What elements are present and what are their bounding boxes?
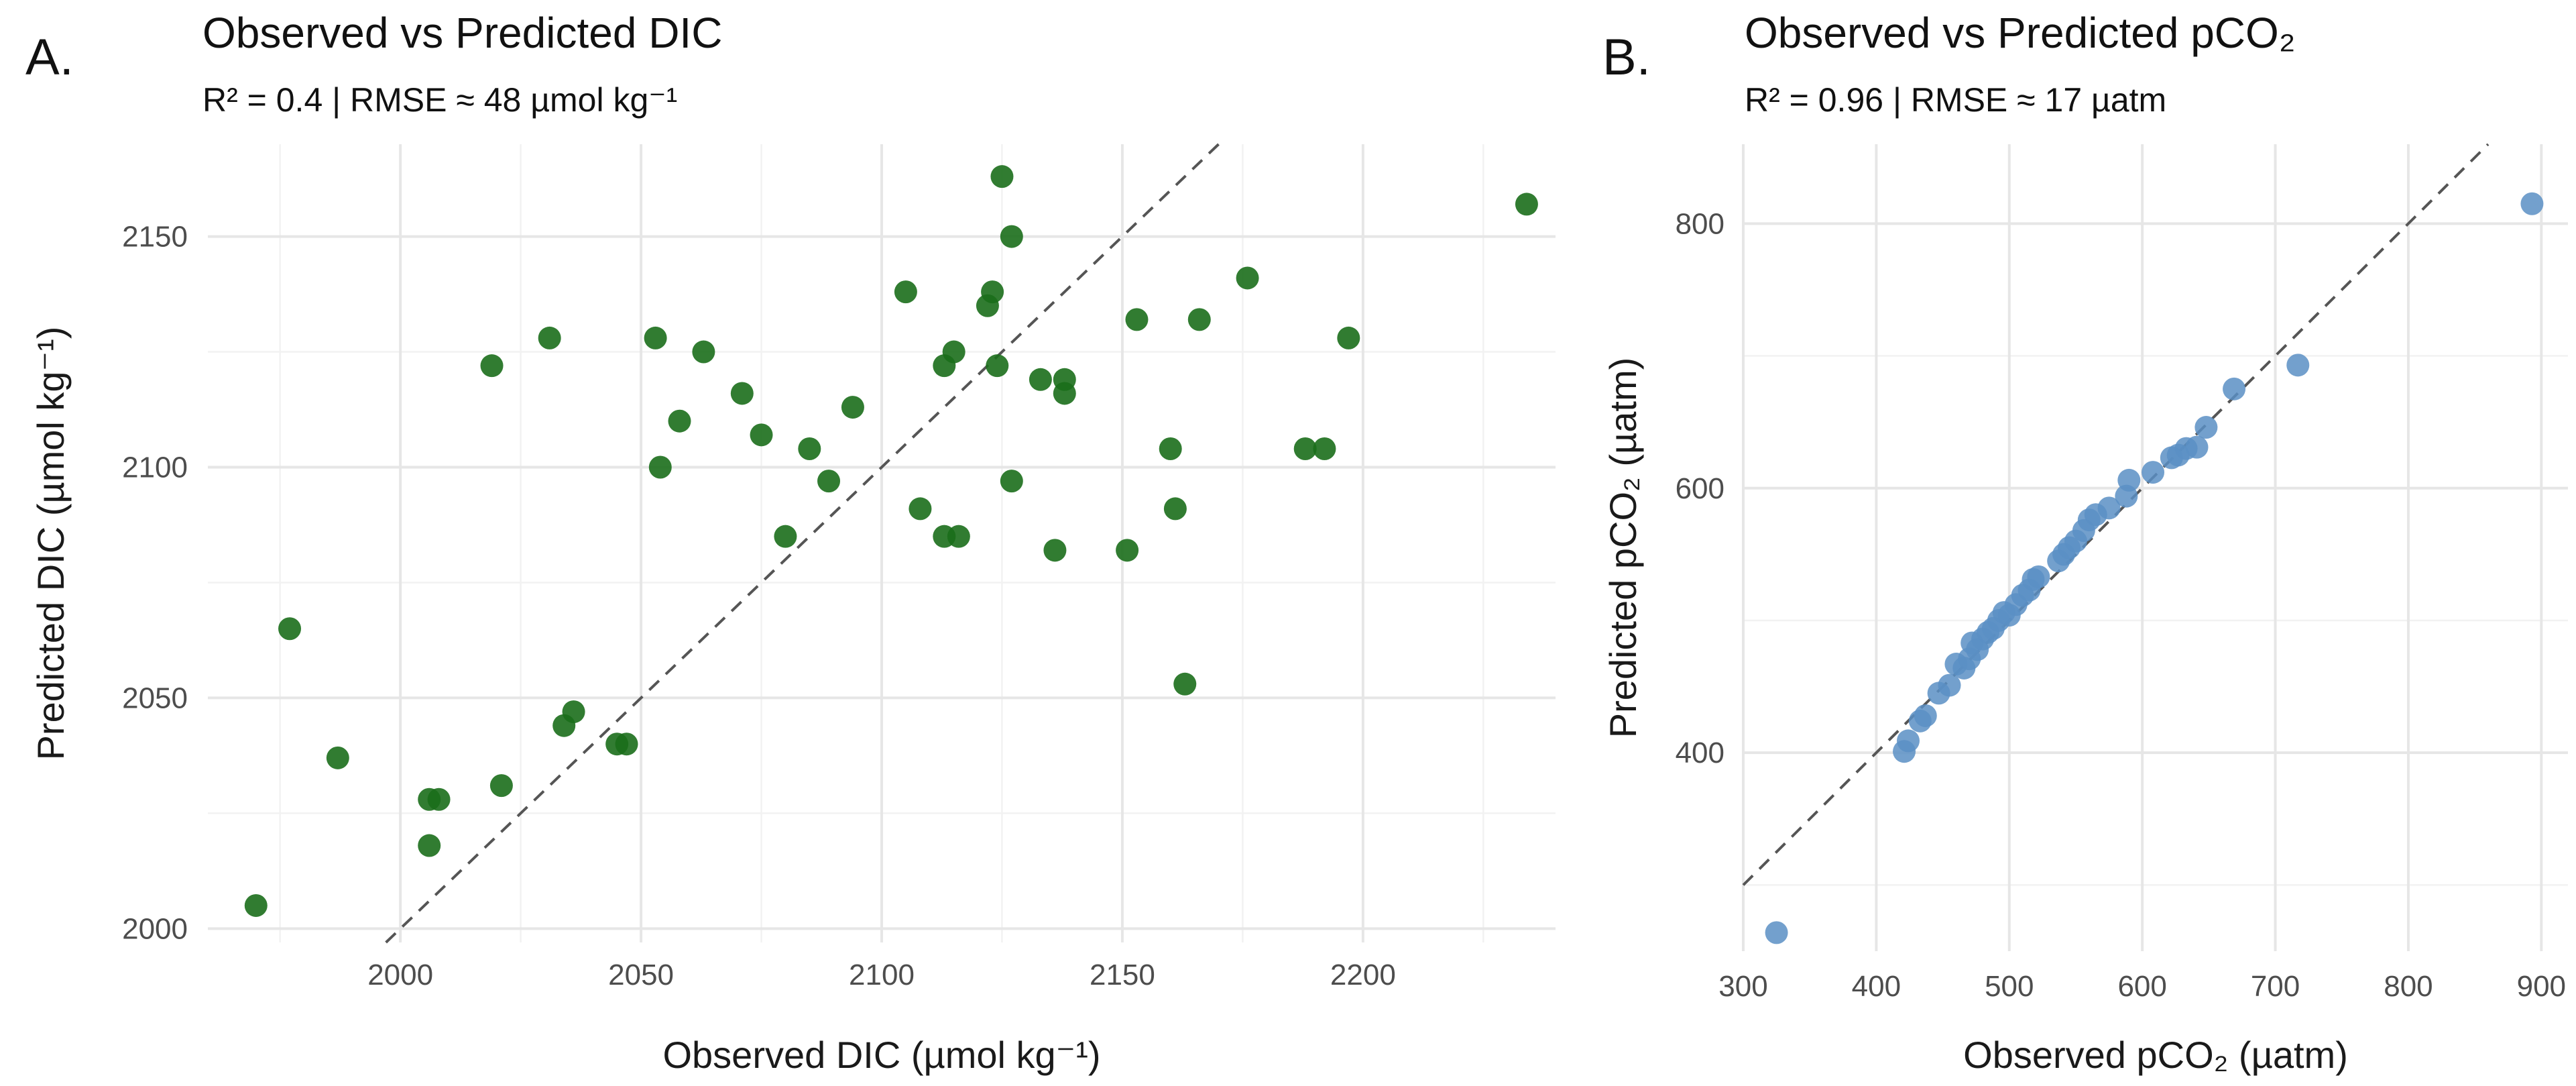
data-point: [1163, 497, 1187, 521]
data-point: [1000, 470, 1023, 493]
data-point: [1187, 308, 1211, 331]
data-point: [418, 834, 441, 857]
y-tick-label: 400: [1676, 737, 1724, 769]
chart-panel-pco2: B. Observed vs Predicted pCO₂ R² = 0.96 …: [1562, 0, 2576, 1086]
tick-labels: 2000 2050 2100 2150 2200 2000 2050 2100 2150: [122, 221, 1396, 991]
data-point: [1043, 539, 1067, 562]
scatter-plot: 2000 2050 2100 2150 2200 2000 2050 2100 2150 Pre…: [30, 143, 1556, 1076]
x-tick-label: 500: [1985, 970, 2034, 1003]
tick-labels: 300 400 500 600 700 800 900 400 600 800: [1676, 207, 2566, 1003]
data-point: [894, 280, 917, 304]
grid: [208, 144, 1556, 942]
data-point: [278, 617, 302, 641]
data-points: [244, 165, 1538, 917]
panel-label: A.: [25, 29, 74, 86]
chart-panel-dic: A. Observed vs Predicted DIC R² = 0.4 | …: [25, 9, 1556, 1076]
data-point: [1938, 673, 1961, 697]
data-point: [644, 326, 667, 349]
data-point: [562, 700, 585, 724]
x-tick-label: 700: [2251, 970, 2300, 1003]
data-points: [1765, 192, 2544, 944]
x-tick-label: 2000: [367, 959, 433, 991]
data-point: [2286, 354, 2310, 377]
panel-label: B.: [1602, 29, 1651, 86]
data-point: [2520, 192, 2544, 215]
data-point: [1029, 368, 1052, 391]
x-tick-label: 2200: [1330, 959, 1396, 991]
x-tick-label: 300: [1718, 970, 1767, 1003]
data-point: [750, 423, 773, 447]
data-point: [489, 774, 513, 798]
y-tick-label: 600: [1676, 472, 1724, 505]
data-point: [817, 470, 841, 493]
data-point: [947, 525, 970, 548]
x-tick-label: 2100: [849, 959, 915, 991]
data-point: [648, 455, 672, 479]
data-point: [1159, 437, 1182, 460]
data-point: [1515, 193, 1538, 216]
data-point: [2194, 416, 2218, 439]
data-point: [480, 354, 504, 378]
data-point: [692, 340, 715, 364]
data-point: [1914, 704, 1937, 727]
data-point: [1337, 326, 1360, 349]
x-tick-label: 900: [2517, 970, 2566, 1003]
y-tick-label: 2100: [122, 451, 188, 484]
x-axis-title: Observed DIC (µmol kg⁻¹): [662, 1034, 1100, 1076]
data-point: [1053, 368, 1076, 391]
data-point: [730, 382, 754, 405]
data-point: [1897, 729, 1920, 753]
x-tick-label: 800: [2384, 970, 2433, 1003]
data-point: [326, 746, 349, 769]
y-tick-label: 2050: [122, 682, 188, 714]
grid: [1742, 144, 2568, 951]
chart-title: Observed vs Predicted pCO₂: [1745, 9, 2296, 57]
y-tick-label: 2150: [122, 221, 188, 254]
data-point: [1293, 437, 1317, 460]
data-point: [986, 354, 1009, 378]
chart-subtitle: R² = 0.96 | RMSE ≈ 17 µatm: [1745, 81, 2167, 119]
data-point: [1000, 225, 1023, 248]
identity-reference-line: [385, 143, 1220, 944]
data-point: [244, 893, 268, 917]
data-point: [1236, 266, 1259, 290]
data-point: [1125, 308, 1149, 331]
data-point: [841, 396, 864, 419]
scatter-plot: 300 400 500 600 700 800 900 400 600 800 Predicted…: [1602, 143, 2568, 1076]
chart-title: Observed vs Predicted DIC: [202, 9, 723, 57]
y-tick-label: 800: [1676, 207, 1724, 240]
data-point: [2027, 565, 2050, 588]
data-point: [909, 497, 932, 521]
data-point: [990, 165, 1014, 188]
data-point: [1313, 437, 1336, 460]
y-tick-label: 2000: [122, 912, 188, 945]
x-tick-label: 400: [1852, 970, 1901, 1003]
data-point: [1116, 539, 1139, 562]
data-point: [2185, 435, 2209, 459]
y-axis-title: Predicted DIC (µmol kg⁻¹): [30, 327, 72, 761]
data-point: [615, 732, 638, 756]
data-point: [2097, 496, 2121, 520]
data-point: [774, 525, 797, 548]
data-point: [942, 340, 965, 364]
data-point: [981, 280, 1004, 304]
y-axis-title: Predicted pCO₂ (µatm): [1602, 358, 1644, 739]
data-point: [1765, 921, 1788, 944]
x-axis-title: Observed pCO₂ (µatm): [1963, 1034, 2348, 1076]
data-point: [2117, 468, 2141, 492]
x-tick-label: 2050: [608, 959, 674, 991]
data-point: [427, 788, 451, 811]
data-point: [2223, 377, 2246, 400]
x-tick-label: 600: [2117, 970, 2166, 1003]
data-point: [668, 409, 691, 433]
x-tick-label: 2150: [1090, 959, 1155, 991]
data-point: [2142, 461, 2165, 484]
data-point: [538, 326, 561, 349]
data-point: [1173, 672, 1197, 696]
data-point: [798, 437, 821, 460]
chart-subtitle: R² = 0.4 | RMSE ≈ 48 µmol kg⁻¹: [202, 81, 678, 119]
